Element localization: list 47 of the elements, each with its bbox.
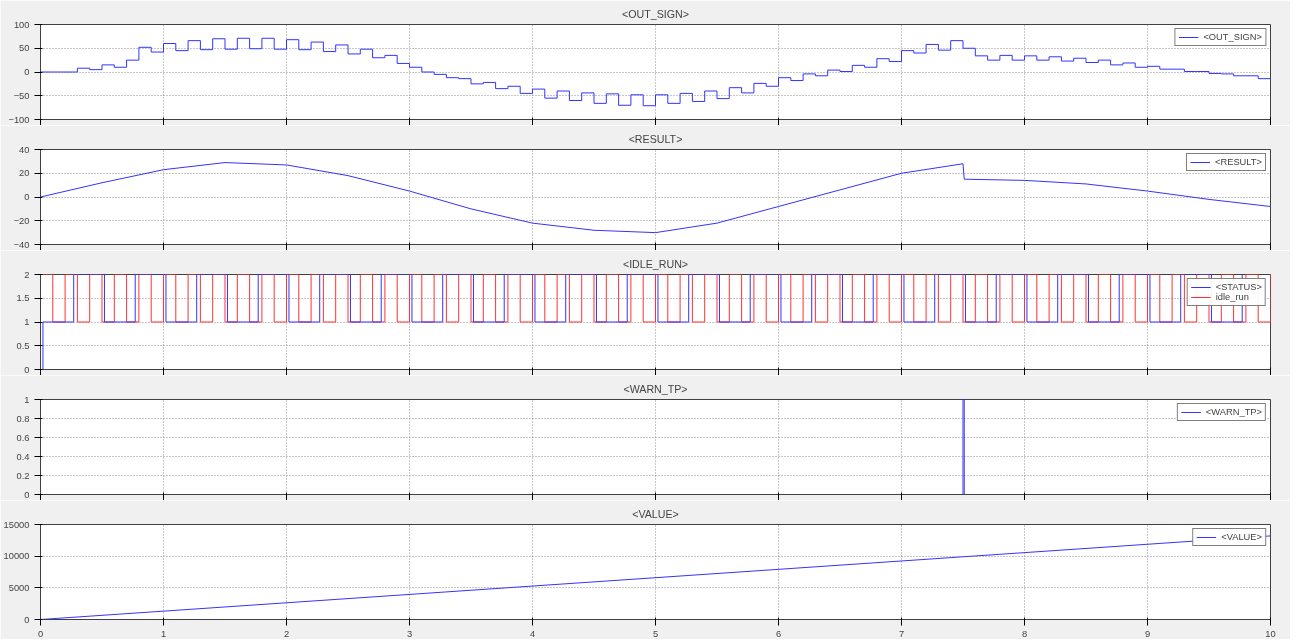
- chart-title: <VALUE>: [632, 507, 679, 520]
- y-tick-label: 1: [24, 394, 30, 405]
- y-tick-label: 0.5: [16, 340, 30, 351]
- x-tick-label: 8: [1021, 628, 1028, 639]
- y-tick-label: 50: [19, 43, 30, 54]
- chart-title: <OUT_SIGN>: [622, 7, 689, 20]
- y-tick-label: −100: [8, 114, 30, 125]
- y-tick-label: 0: [24, 614, 30, 625]
- y-tick-label: 0: [24, 67, 30, 77]
- legend-label: <OUT_SIGN>: [1203, 32, 1262, 42]
- legend-label: <RESULT>: [1214, 157, 1262, 167]
- y-tick-label: 1.5: [16, 293, 30, 304]
- x-tick-label: 9: [1144, 628, 1151, 639]
- y-tick-label: 0.8: [16, 413, 30, 424]
- legend-label: <VALUE>: [1221, 532, 1262, 542]
- y-tick-label: 0.6: [16, 432, 30, 443]
- y-tick-label: 15000: [3, 519, 30, 530]
- y-tick-label: −20: [13, 215, 30, 226]
- y-tick-label: 40: [19, 144, 30, 155]
- y-tick-label: 0: [24, 364, 30, 375]
- y-tick-label: 0: [24, 489, 30, 500]
- chart-title: <RESULT>: [628, 132, 683, 145]
- y-tick-label: 0.2: [16, 470, 30, 481]
- y-tick-label: 10000: [3, 551, 30, 562]
- x-tick-label: 5: [652, 628, 659, 639]
- legend-label: <WARN_TP>: [1205, 407, 1262, 417]
- x-tick-label: 2: [283, 628, 290, 639]
- y-tick-label: 2: [24, 269, 30, 280]
- y-tick-label: 20: [19, 168, 30, 179]
- y-tick-label: 1: [24, 317, 30, 327]
- x-tick-label: 6: [775, 628, 782, 639]
- x-tick-label: 3: [406, 628, 413, 639]
- x-tick-label: 7: [898, 628, 905, 639]
- x-tick-label: 1: [160, 628, 167, 639]
- x-tick-label: 10: [1265, 628, 1276, 639]
- x-tick-label: 0: [37, 628, 44, 639]
- chart-title: <IDLE_RUN>: [622, 257, 689, 270]
- x-tick-label: 4: [529, 628, 536, 639]
- y-tick-label: −50: [13, 90, 30, 101]
- legend-label: <STATUS>: [1215, 282, 1262, 292]
- y-tick-label: 0.4: [16, 451, 30, 462]
- chart-title: <WARN_TP>: [623, 382, 688, 395]
- legend-label: idle_run: [1215, 292, 1249, 302]
- y-tick-label: 100: [13, 19, 30, 30]
- y-tick-label: 0: [24, 192, 30, 202]
- y-tick-label: −40: [13, 239, 30, 250]
- y-tick-label: 5000: [8, 582, 30, 593]
